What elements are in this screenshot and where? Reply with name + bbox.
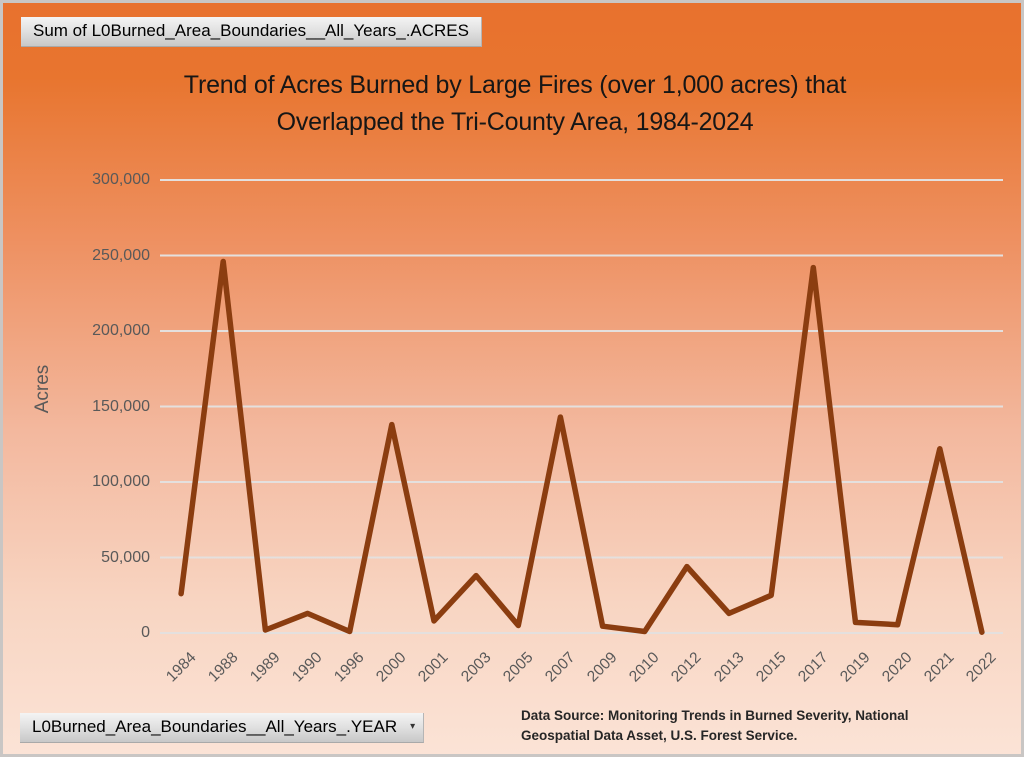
dropdown-caret-icon: ▾ (410, 721, 416, 732)
year-field-button[interactable]: L0Burned_Area_Boundaries__All_Years_.YEA… (20, 713, 425, 743)
y-axis-tick-label: 0 (141, 624, 150, 641)
data-source-line1: Data Source: Monitoring Trends in Burned… (521, 708, 909, 723)
y-axis-tick-label: 200,000 (92, 322, 150, 339)
y-axis-tick-label: 150,000 (92, 397, 150, 415)
chart-title: Trend of Acres Burned by Large Fires (ov… (3, 67, 1024, 141)
chart-title-line2: Overlapped the Tri-County Area, 1984-202… (276, 108, 754, 136)
data-source-note: Data Source: Monitoring Trends in Burned… (521, 706, 909, 746)
acres-field-button[interactable]: Sum of L0Burned_Area_Boundaries__All_Yea… (21, 17, 482, 47)
line-chart-plot-area (160, 179, 1003, 635)
data-source-line2: Geospatial Data Asset, U.S. Forest Servi… (521, 728, 798, 743)
y-axis-tick-label: 50,000 (101, 548, 150, 566)
y-axis-tick-label: 250,000 (92, 246, 150, 264)
chart-title-line1: Trend of Acres Burned by Large Fires (ov… (183, 71, 847, 99)
y-axis-tick-label: 300,000 (92, 171, 150, 188)
y-axis-tick-label: 100,000 (92, 473, 150, 490)
acres-field-label: Sum of L0Burned_Area_Boundaries__All_Yea… (33, 21, 469, 40)
year-field-label: L0Burned_Area_Boundaries__All_Years_.YEA… (32, 717, 398, 736)
acres-trend-line (178, 258, 985, 635)
